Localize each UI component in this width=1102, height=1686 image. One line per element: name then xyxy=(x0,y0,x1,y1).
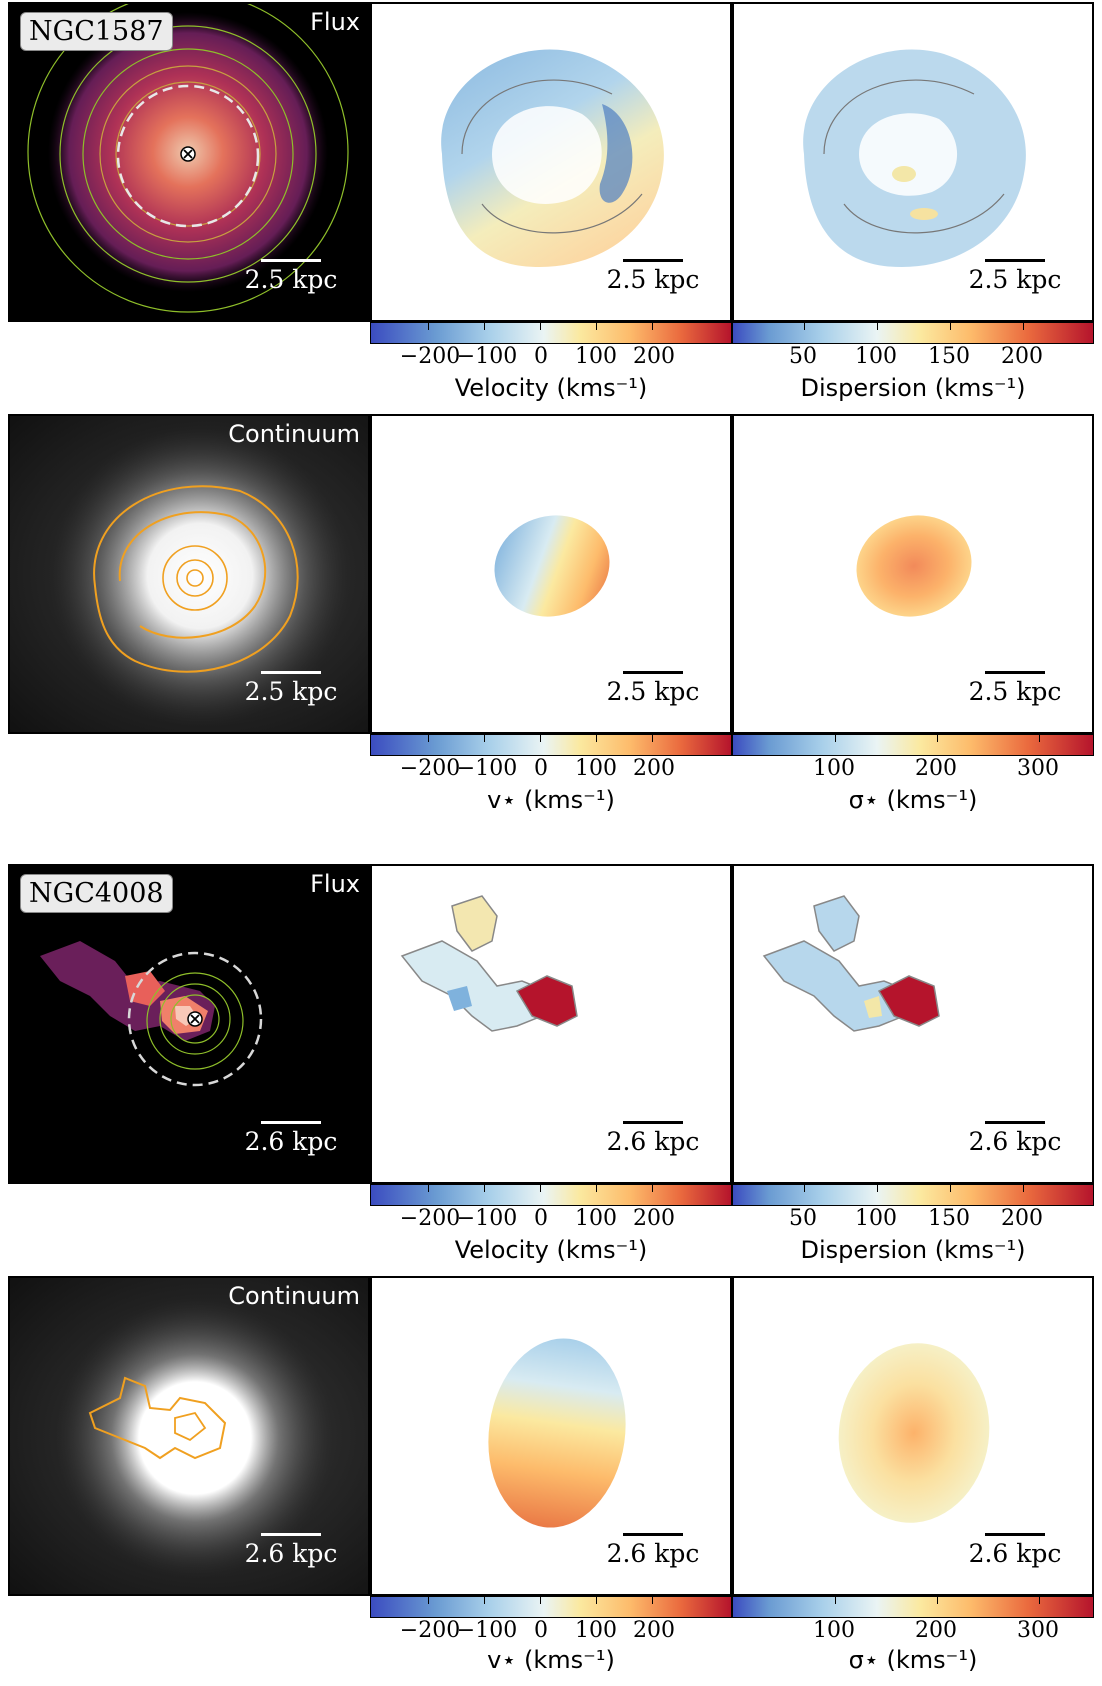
colorbar-title: v⋆ (kms⁻¹) xyxy=(487,786,615,814)
scale-bar: 2.5 kpc xyxy=(598,259,708,294)
tick-label: −200 xyxy=(399,344,461,369)
stellar-velocity-colorbar xyxy=(370,734,732,756)
ngc1587-stellar-dispersion-panel: 2.5 kpc xyxy=(732,414,1094,734)
tick-label: 200 xyxy=(915,1618,957,1643)
ngc4008-stellar-dispersion-panel: 2.6 kpc xyxy=(732,1276,1094,1596)
tick-label: 100 xyxy=(575,1206,617,1231)
colorbar-title: Dispersion (kms⁻¹) xyxy=(800,374,1026,402)
ngc1587-flux-panel: NGC1587 Flux 2.5 kpc xyxy=(8,2,370,322)
tick-label: 100 xyxy=(813,756,855,781)
tick-label: 100 xyxy=(575,344,617,369)
ngc4008-gas-dispersion-map xyxy=(762,895,940,1032)
colorbar-title: σ⋆ (kms⁻¹) xyxy=(848,786,978,814)
scale-bar: 2.6 kpc xyxy=(598,1121,708,1156)
scale-bar: 2.6 kpc xyxy=(960,1121,1070,1156)
scale-bar: 2.6 kpc xyxy=(598,1533,708,1568)
tick-label: 0 xyxy=(534,1206,548,1231)
ngc4008-stellar-velocity-panel: 2.6 kpc xyxy=(370,1276,732,1596)
continuum-label: Continuum xyxy=(228,1282,360,1310)
ngc1587-continuum-panel: Continuum 2.5 kpc xyxy=(8,414,370,734)
scale-bar: 2.5 kpc xyxy=(960,259,1070,294)
ngc1587-stellar-dispersion-map xyxy=(856,515,972,617)
ngc1587-stellar-velocity-panel: 2.5 kpc xyxy=(370,414,732,734)
tick-label: 200 xyxy=(633,756,675,781)
colorbar-title: Dispersion (kms⁻¹) xyxy=(800,1236,1026,1264)
ngc4008-gas-dispersion-panel: 2.6 kpc xyxy=(732,864,1094,1184)
tick-label: −100 xyxy=(456,756,518,781)
flux-label: Flux xyxy=(310,870,360,898)
stellar-dispersion-colorbar xyxy=(732,1596,1094,1618)
tick-label: 100 xyxy=(813,1618,855,1643)
tick-label: −200 xyxy=(399,1206,461,1231)
tick-label: −100 xyxy=(456,1206,518,1231)
scale-bar: 2.6 kpc xyxy=(236,1121,346,1156)
tick-label: −200 xyxy=(399,756,461,781)
ngc1587-continuum-map xyxy=(50,426,350,726)
tick-label: −200 xyxy=(399,1618,461,1643)
tick-label: 0 xyxy=(534,344,548,369)
continuum-label: Continuum xyxy=(228,420,360,448)
velocity-colorbar xyxy=(370,322,732,344)
ngc1587-gas-velocity-panel: 2.5 kpc xyxy=(370,2,732,322)
dispersion-colorbar xyxy=(732,1184,1094,1206)
tick-label: 0 xyxy=(534,1618,548,1643)
scale-bar: 2.5 kpc xyxy=(236,259,346,294)
ngc4008-stellar-velocity-map xyxy=(488,1338,626,1528)
tick-label: 200 xyxy=(633,1206,675,1231)
ngc4008-continuum-map xyxy=(55,1298,335,1578)
dispersion-colorbar xyxy=(732,322,1094,344)
ngc1587-stellar-velocity-map xyxy=(494,515,610,617)
flux-label: Flux xyxy=(310,8,360,36)
colorbar-title: Velocity (kms⁻¹) xyxy=(454,1236,648,1264)
tick-label: −100 xyxy=(456,344,518,369)
ngc4008-gas-velocity-map xyxy=(400,895,578,1032)
tick-label: 200 xyxy=(915,756,957,781)
tick-label: 200 xyxy=(633,344,675,369)
stellar-dispersion-colorbar xyxy=(732,734,1094,756)
colorbar-title: σ⋆ (kms⁻¹) xyxy=(848,1646,978,1674)
ngc4008-gas-velocity-panel: 2.6 kpc xyxy=(370,864,732,1184)
tick-label: 200 xyxy=(1001,1206,1043,1231)
stellar-velocity-colorbar xyxy=(370,1596,732,1618)
tick-label: 50 xyxy=(789,1206,817,1231)
ngc1587-gas-velocity-map xyxy=(441,49,664,268)
ngc1587-gas-dispersion-map xyxy=(803,49,1026,268)
colorbar-title: Velocity (kms⁻¹) xyxy=(454,374,648,402)
tick-label: 300 xyxy=(1017,756,1059,781)
tick-label: 100 xyxy=(575,1618,617,1643)
ngc1587-gas-dispersion-panel: 2.5 kpc xyxy=(732,2,1094,322)
tick-label: 200 xyxy=(1001,344,1043,369)
scale-bar: 2.5 kpc xyxy=(598,671,708,706)
tick-label: 50 xyxy=(789,344,817,369)
tick-label: 300 xyxy=(1017,1618,1059,1643)
ngc4008-stellar-dispersion-map xyxy=(838,1343,990,1523)
scale-bar: 2.5 kpc xyxy=(960,671,1070,706)
scale-bar: 2.6 kpc xyxy=(960,1533,1070,1568)
tick-label: −100 xyxy=(456,1618,518,1643)
tick-label: 0 xyxy=(534,756,548,781)
tick-label: 200 xyxy=(633,1618,675,1643)
ngc4008-flux-map xyxy=(40,941,263,1087)
tick-label: 100 xyxy=(575,756,617,781)
tick-label: 150 xyxy=(928,344,970,369)
ngc1587-flux-map xyxy=(27,4,349,313)
galaxy-name-label: NGC4008 xyxy=(20,874,173,913)
tick-label: 100 xyxy=(855,344,897,369)
ngc4008-continuum-panel: Continuum 2.6 kpc xyxy=(8,1276,370,1596)
colorbar-title: v⋆ (kms⁻¹) xyxy=(487,1646,615,1674)
ngc4008-flux-panel: NGC4008 Flux 2.6 kpc xyxy=(8,864,370,1184)
scale-bar: 2.5 kpc xyxy=(236,671,346,706)
tick-label: 150 xyxy=(928,1206,970,1231)
galaxy-name-label: NGC1587 xyxy=(20,12,173,51)
velocity-colorbar xyxy=(370,1184,732,1206)
tick-label: 100 xyxy=(855,1206,897,1231)
scale-bar: 2.6 kpc xyxy=(236,1533,346,1568)
